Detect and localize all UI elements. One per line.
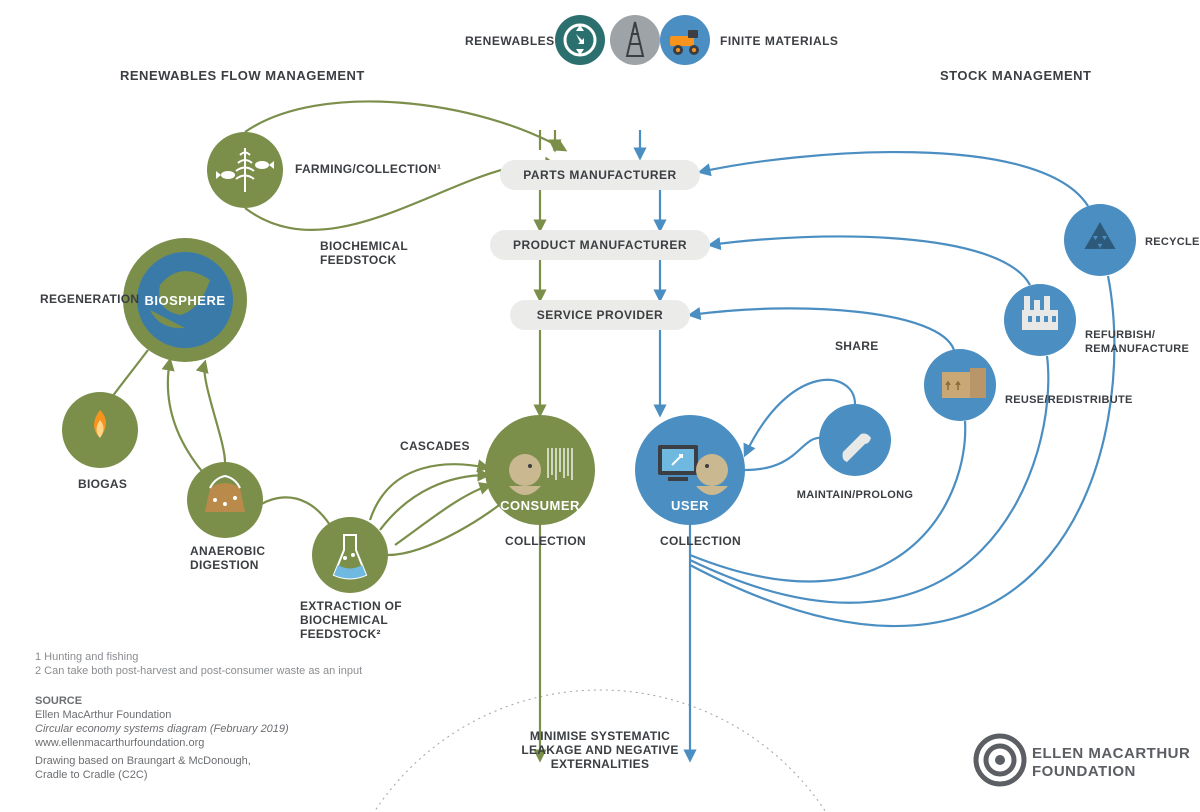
node-biogas bbox=[62, 392, 138, 468]
source-title: SOURCE bbox=[35, 695, 82, 707]
pill-product: PRODUCT MANUFACTURER bbox=[490, 230, 710, 260]
label-share: SHARE bbox=[835, 339, 879, 353]
bottom-label-1: MINIMISE SYSTEMATIC bbox=[530, 729, 670, 743]
pill-parts: PARTS MANUFACTURER bbox=[500, 160, 700, 190]
node-recycle bbox=[1064, 204, 1136, 276]
svg-text:FOUNDATION: FOUNDATION bbox=[1032, 763, 1136, 780]
edges-tech-edge-5 bbox=[745, 438, 823, 470]
heading-finite: FINITE MATERIALS bbox=[720, 34, 838, 48]
node-refurbish bbox=[1004, 284, 1076, 356]
heading-renewables: RENEWABLES bbox=[465, 34, 555, 48]
edges-bio-edge-0 bbox=[245, 101, 565, 150]
svg-text:BIOSPHERE: BIOSPHERE bbox=[144, 293, 225, 308]
node-consumer: CONSUMER bbox=[485, 415, 595, 525]
source-l5: Cradle to Cradle (C2C) bbox=[35, 769, 147, 781]
edges-bio-edge-15 bbox=[395, 485, 490, 545]
edges-bio-edge-11 bbox=[204, 362, 225, 462]
label-user-collection: COLLECTION bbox=[660, 534, 741, 548]
label-maintain: MAINTAIN/PROLONG bbox=[797, 489, 913, 501]
label-refurbish-1: REFURBISH/ bbox=[1085, 329, 1155, 341]
label-biochem-feedstock-1: BIOCHEMICAL bbox=[320, 239, 408, 253]
label-farming: FARMING/COLLECTION¹ bbox=[295, 162, 441, 176]
node-anaerobic bbox=[187, 462, 263, 538]
node-biosphere: BIOSPHERE bbox=[123, 238, 247, 362]
footnote-1: 1 Hunting and fishing bbox=[35, 651, 138, 663]
label-refurbish-2: REMANUFACTURE bbox=[1085, 343, 1189, 355]
finite-truck-icon bbox=[660, 15, 710, 65]
center-pills: PARTS MANUFACTURER PRODUCT MANUFACTURER SE… bbox=[490, 160, 710, 330]
label-extraction-3: FEEDSTOCK² bbox=[300, 627, 381, 641]
label-reuse: REUSE/REDISTRIBUTE bbox=[1005, 394, 1133, 406]
edges-bio-edge-14 bbox=[380, 475, 488, 530]
footnote-2: 2 Can take both post-harvest and post-co… bbox=[35, 665, 362, 677]
node-user: USER bbox=[635, 415, 745, 525]
source-l2: Circular economy systems diagram (Februa… bbox=[35, 723, 289, 735]
svg-text:SERVICE PROVIDER: SERVICE PROVIDER bbox=[537, 308, 663, 322]
edges-tech-edge-10 bbox=[710, 236, 1030, 285]
emf-logo: ELLEN MACARTHUR FOUNDATION bbox=[976, 736, 1190, 784]
label-extraction-1: EXTRACTION OF bbox=[300, 599, 402, 613]
label-cascades: CASCADES bbox=[400, 439, 470, 453]
edges-bio-edge-13 bbox=[370, 464, 488, 520]
node-maintain bbox=[819, 404, 891, 476]
svg-text:ELLEN MACARTHUR: ELLEN MACARTHUR bbox=[1032, 745, 1190, 762]
svg-text:PARTS MANUFACTURER: PARTS MANUFACTURER bbox=[523, 168, 676, 182]
edges-tech-edge-8 bbox=[690, 308, 954, 350]
node-reuse bbox=[924, 349, 996, 421]
source-l4: Drawing based on Braungart & McDonough, bbox=[35, 755, 251, 767]
label-extraction-2: BIOCHEMICAL bbox=[300, 613, 388, 627]
label-biochem-feedstock-2: FEEDSTOCK bbox=[320, 253, 397, 267]
label-regeneration: REGENERATION bbox=[40, 292, 139, 306]
heading-stock-mgmt: STOCK MANAGEMENT bbox=[940, 68, 1091, 83]
pill-service: SERVICE PROVIDER bbox=[510, 300, 690, 330]
svg-text:USER: USER bbox=[671, 498, 709, 513]
renewables-icon bbox=[555, 15, 605, 65]
svg-text:PRODUCT MANUFACTURER: PRODUCT MANUFACTURER bbox=[513, 238, 687, 252]
label-anaerobic-2: DIGESTION bbox=[190, 558, 259, 572]
source-l1: Ellen MacArthur Foundation bbox=[35, 709, 171, 721]
node-extraction bbox=[312, 517, 388, 593]
label-consumer-collection: COLLECTION bbox=[505, 534, 586, 548]
edges-tech-edge-12 bbox=[700, 152, 1088, 206]
svg-text:CONSUMER: CONSUMER bbox=[500, 498, 580, 513]
circular-economy-diagram: RENEWABLES FLOW MANAGEMENT STOCK MANAGEM… bbox=[0, 0, 1200, 812]
heading-renewables-flow: RENEWABLES FLOW MANAGEMENT bbox=[120, 68, 365, 83]
source-l3: www.ellenmacarthurfoundation.org bbox=[34, 737, 204, 749]
label-anaerobic-1: ANAEROBIC bbox=[190, 544, 265, 558]
bottom-label-3: EXTERNALITIES bbox=[551, 757, 650, 771]
label-biogas: BIOGAS bbox=[78, 477, 127, 491]
node-farming bbox=[207, 132, 283, 208]
label-recycle: RECYCLE bbox=[1145, 236, 1200, 248]
bottom-label-2: LEAKAGE AND NEGATIVE bbox=[521, 743, 678, 757]
bio-cycle-edges bbox=[108, 101, 565, 760]
finite-tower-icon bbox=[610, 15, 660, 65]
